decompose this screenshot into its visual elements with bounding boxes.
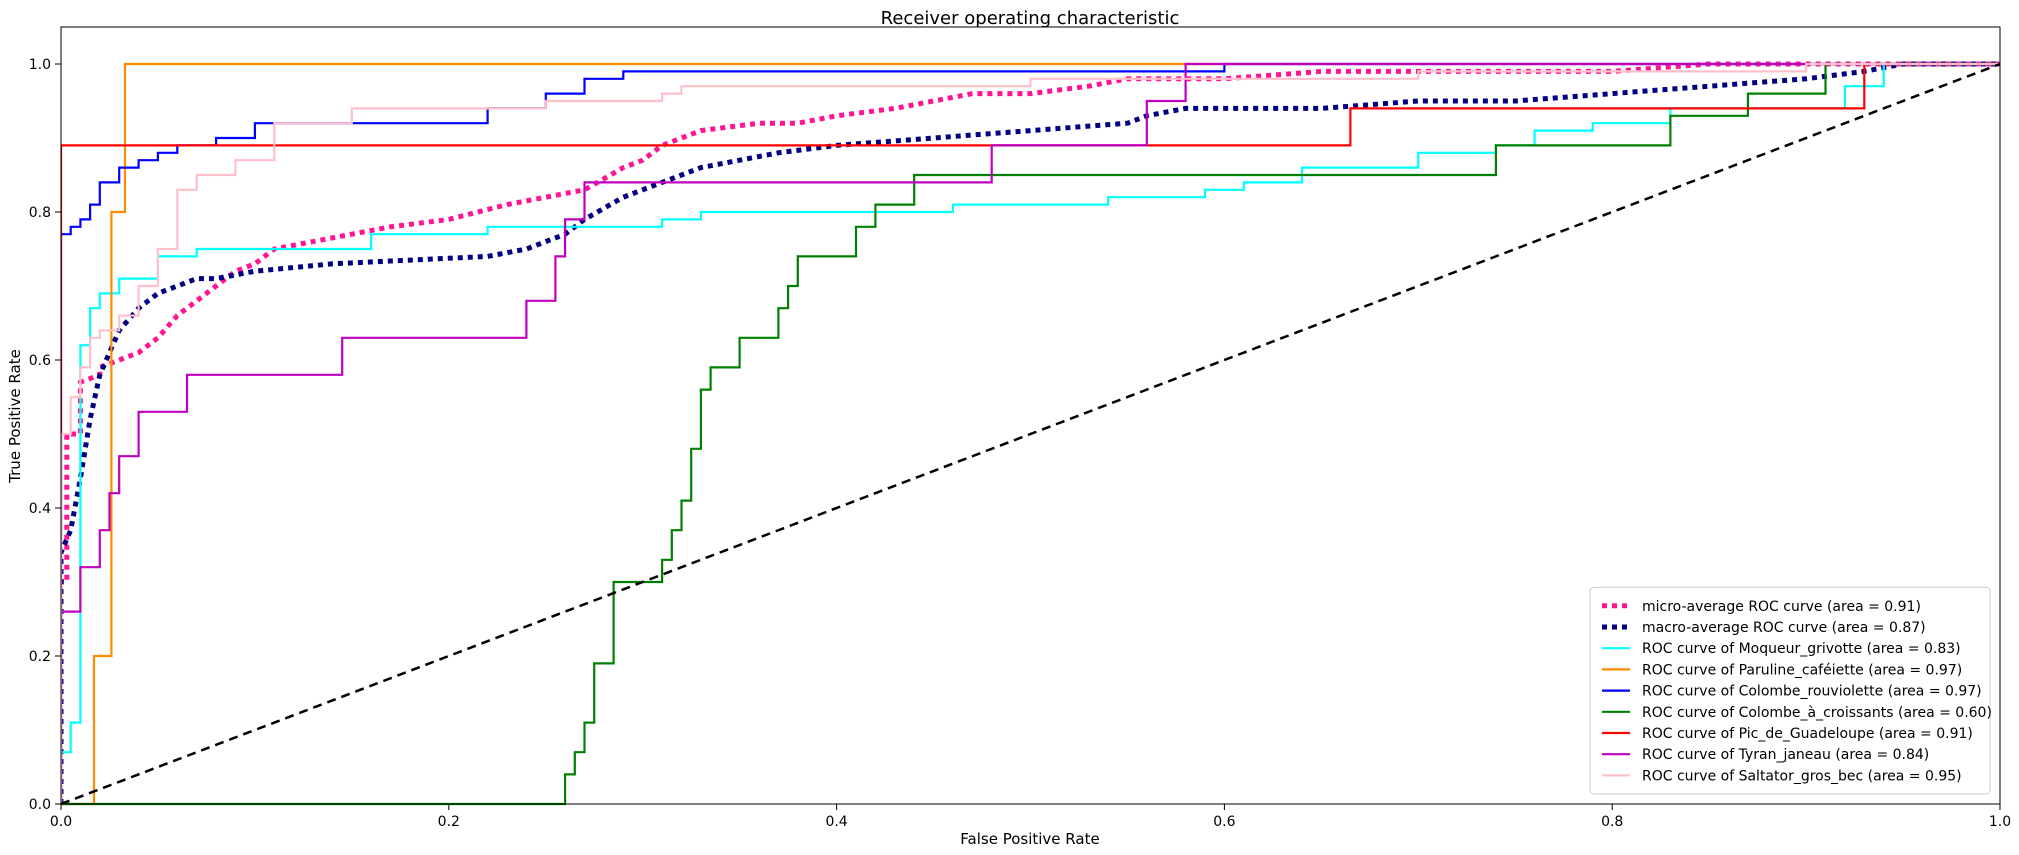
- series-line-roc-curve-of-moqueur-grivotte: [61, 62, 2000, 804]
- plot-frame: [60, 26, 2001, 805]
- legend-label: ROC curve of Paruline_caféiette (area = …: [1642, 662, 1962, 678]
- x-tick-label: 1.0: [1989, 814, 2011, 830]
- y-axis-label: True Positive Rate: [6, 349, 24, 484]
- x-tick-label: 0.6: [1213, 814, 1235, 830]
- series-line-chance-diagonal: [61, 62, 2001, 806]
- y-tick-label: 1.0: [29, 57, 51, 73]
- series-line-roc-curve-of-tyran-janeau: [61, 62, 2000, 804]
- legend-label: macro-average ROC curve (area = 0.87): [1642, 620, 1926, 636]
- axis-ticks: 0.0 0.2 0.4 0.6 0.8 1.0 0.0 0.2 0.4 0.6 0.8 1.0: [29, 57, 2011, 830]
- x-axis-label: False Positive Rate: [960, 830, 1099, 848]
- series-group: [61, 61, 2001, 806]
- legend-label: ROC curve of Pic_de_Guadeloupe (area = 0…: [1642, 726, 1973, 742]
- series-line-roc-curve-of-paruline-caf-iette: [61, 62, 2000, 806]
- x-tick-label: 0.0: [50, 814, 72, 830]
- legend-label: ROC curve of Saltator_gros_bec (area = 0…: [1642, 768, 1962, 784]
- x-tick-label: 0.4: [825, 814, 847, 830]
- y-tick-label: 0.0: [29, 797, 51, 813]
- series-line-micro-average-roc-curve: [61, 61, 2000, 804]
- x-tick-label: 0.2: [438, 814, 460, 830]
- y-tick-label: 0.8: [29, 205, 51, 221]
- legend-label: ROC curve of Tyran_janeau (area = 0.84): [1642, 747, 1929, 763]
- y-tick-label: 0.4: [29, 501, 51, 517]
- y-tick-label: 0.6: [29, 353, 51, 369]
- chart-title: Receiver operating characteristic: [881, 8, 1180, 29]
- legend: micro-average ROC curve (area = 0.91) mac…: [1589, 586, 1992, 795]
- legend-label: ROC curve of Moqueur_grivotte (area = 0.…: [1642, 641, 1961, 657]
- series-line-roc-curve-of-saltator-gros-bec: [61, 62, 2000, 804]
- series-line-roc-curve-of-colombe-croissants: [61, 62, 2000, 806]
- y-tick-label: 0.2: [29, 649, 51, 665]
- legend-label: ROC curve of Colombe_rouviolette (area =…: [1642, 684, 1982, 700]
- legend-label: micro-average ROC curve (area = 0.91): [1642, 599, 1921, 615]
- legend-box: [1589, 586, 1991, 795]
- legend-label: ROC curve of Colombe_à_croissants (area …: [1642, 705, 1992, 721]
- x-tick-label: 0.8: [1601, 814, 1623, 830]
